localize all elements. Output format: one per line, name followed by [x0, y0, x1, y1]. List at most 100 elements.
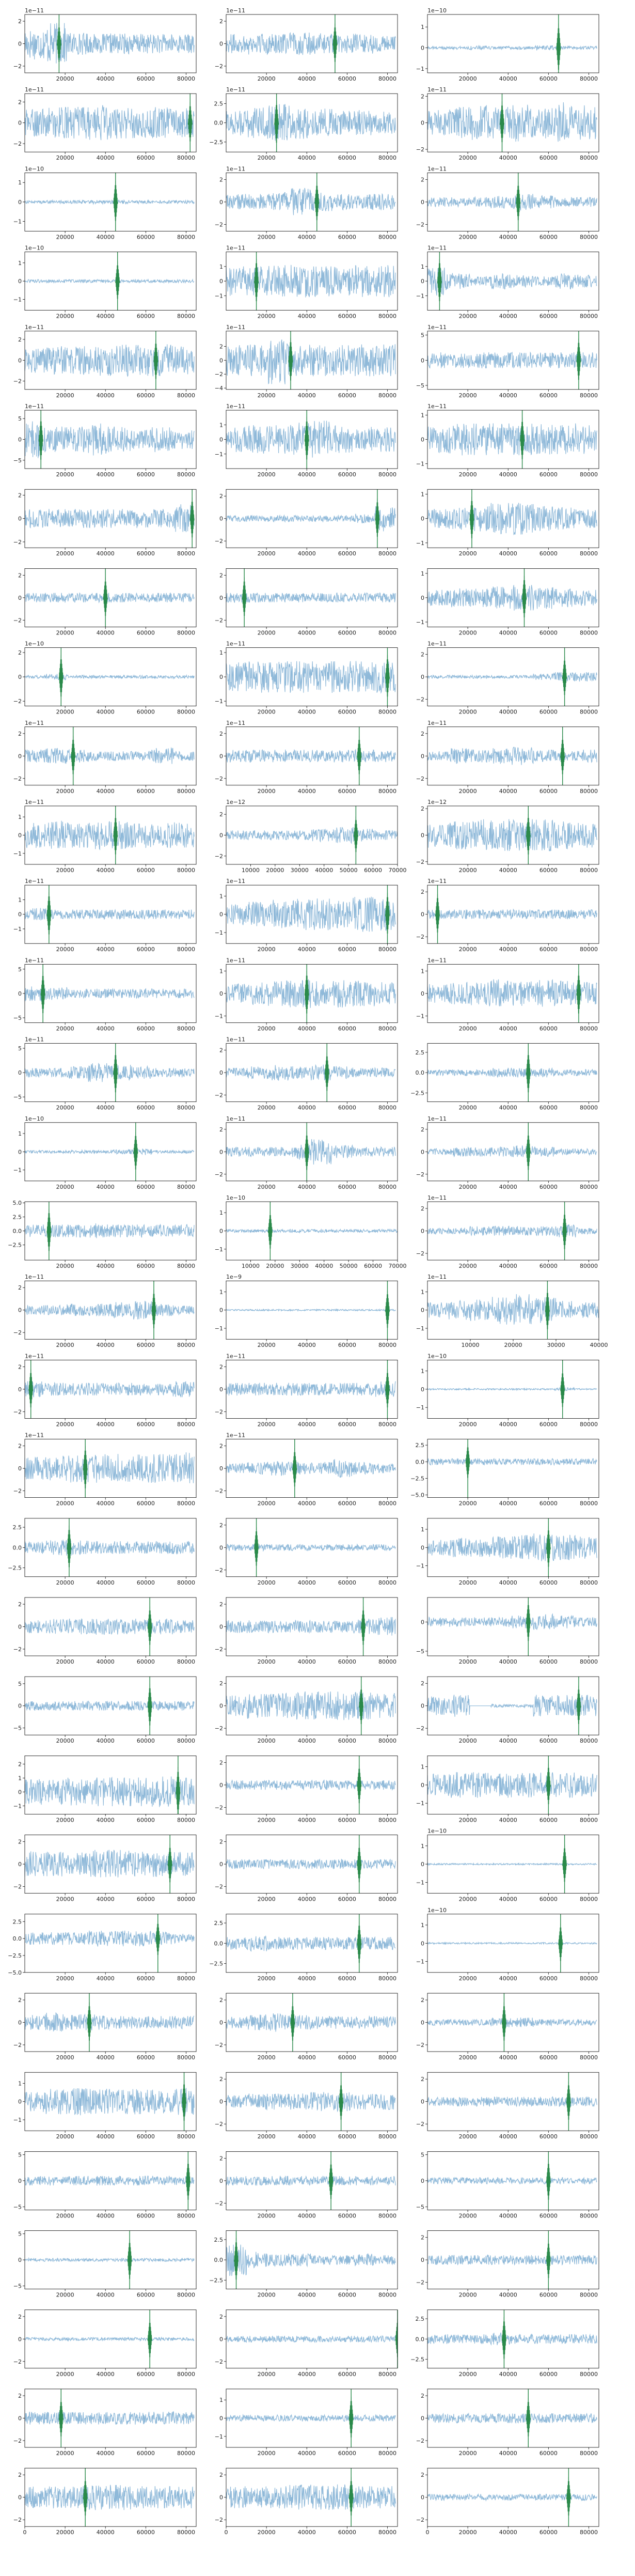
x-tick-label: 70000	[389, 1263, 407, 1269]
x-tick-label: 20000	[56, 1975, 74, 1982]
y-tick-label: 0	[219, 2336, 223, 2342]
x-tick-label: 20000	[459, 392, 477, 399]
y-tick-label: 2	[421, 1205, 424, 1212]
y-tick-label: 0	[18, 1386, 22, 1393]
waveform-series	[25, 908, 195, 921]
y-tick-label: 2	[421, 805, 424, 812]
x-tick-label: 20000	[459, 1896, 477, 1903]
y-tick-label: 1	[18, 1130, 22, 1137]
x-tick-label: 40000	[97, 867, 115, 874]
y-tick-label: 0	[219, 41, 223, 48]
waveform-series	[25, 1300, 195, 1320]
x-tick-label: 40000	[298, 2133, 316, 2140]
x-tick-label: 40000	[97, 2371, 115, 2378]
y-offset-exponent: 1e−11	[25, 878, 44, 884]
subplot-87: −2 0 2 20000 40000 60000 80000	[416, 2230, 599, 2299]
subplot-88: −2 0 2 20000 40000 60000 80000	[13, 2309, 197, 2378]
y-tick-label: 0	[219, 2020, 223, 2026]
waveform-series	[427, 2332, 597, 2346]
x-tick-label: 20000	[258, 1896, 276, 1903]
y-tick-label: −1	[215, 2433, 223, 2440]
y-tick-label: 2	[18, 2314, 22, 2320]
x-tick-label: 80000	[378, 2133, 396, 2140]
x-tick-label: 60000	[137, 709, 155, 716]
x-tick-label: 60000	[338, 154, 356, 161]
x-tick-label: 20000	[459, 1817, 477, 1823]
x-tick-label: 40000	[97, 1658, 115, 1665]
y-tick-label: 0	[421, 1703, 424, 1710]
subplot-24: −1 0 1 20000 40000 60000 80000	[416, 568, 599, 636]
y-offset-exponent: 1e−12	[226, 799, 245, 805]
x-tick-label: 40000	[499, 1896, 517, 1903]
x-tick-label: 40000	[499, 2450, 517, 2457]
x-tick-label: 40000	[97, 1817, 115, 1823]
x-tick-label: 20000	[258, 2450, 276, 2457]
y-tick-label: −2	[215, 1408, 223, 1415]
x-tick-label: 20000	[258, 2054, 276, 2061]
y-tick-label: 5	[18, 2231, 22, 2238]
x-tick-label: 60000	[338, 709, 356, 716]
x-tick-label: 80000	[177, 1579, 195, 1586]
x-tick-label: 80000	[177, 2371, 195, 2378]
y-tick-label: 0	[421, 357, 424, 364]
x-tick-label: 60000	[137, 471, 155, 478]
y-offset-exponent: 1e−11	[427, 1194, 447, 1201]
x-tick-label: 60000	[539, 1263, 558, 1269]
x-tick-label: 40000	[298, 2450, 316, 2457]
x-tick-label: 20000	[258, 75, 276, 82]
x-tick-label: 20000	[258, 1421, 276, 1427]
waveform-series	[226, 1064, 396, 1081]
subplot-65: −2 0 2 20000 40000 60000 80000	[215, 1676, 398, 1744]
waveform-series	[226, 2092, 396, 2113]
x-tick-label: 80000	[378, 2292, 396, 2299]
x-tick-label: 60000	[338, 2133, 356, 2140]
x-tick-label: 60000	[539, 946, 558, 953]
x-tick-label: 80000	[580, 1817, 598, 1823]
waveform-series	[25, 2411, 195, 2425]
x-tick-label: 40000	[499, 867, 517, 874]
x-tick-label: 60000	[364, 1263, 382, 1269]
x-tick-label: 60000	[137, 392, 155, 399]
y-tick-label: −2	[215, 221, 223, 228]
x-tick-label: 80000	[177, 709, 195, 716]
y-tick-label: 1	[421, 1526, 424, 1533]
y-tick-label: 0	[219, 1149, 223, 1155]
y-tick-label: 0	[219, 2415, 223, 2422]
y-tick-label: −2	[215, 1884, 223, 1890]
x-tick-label: 40000	[298, 313, 316, 320]
y-tick-label: −2	[416, 2438, 424, 2444]
y-tick-label: 0	[18, 1307, 22, 1314]
waveform-series	[427, 503, 597, 536]
y-offset-exponent: 1e−10	[427, 1353, 447, 1359]
x-tick-label: 20000	[258, 313, 276, 320]
x-tick-label: 20000	[56, 2371, 74, 2378]
x-tick-label: 70000	[389, 867, 407, 874]
x-tick-label: 80000	[580, 1658, 598, 1665]
waveform-series	[226, 1779, 396, 1791]
y-tick-label: 2	[421, 2472, 424, 2478]
x-tick-label: 20000	[56, 313, 74, 320]
y-tick-label: 0	[219, 278, 223, 285]
x-tick-label: 20000	[459, 709, 477, 716]
waveform-series	[427, 2493, 597, 2502]
y-tick-label: 0	[18, 674, 22, 680]
y-tick-label: 0	[421, 199, 424, 206]
waveform-series	[427, 44, 597, 51]
y-offset-exponent: 1e−11	[427, 641, 447, 647]
x-tick-label: 20000	[56, 2292, 74, 2299]
x-tick-label: 40000	[499, 313, 517, 320]
x-tick-label: 40000	[97, 234, 115, 240]
y-tick-label: −2.5	[209, 139, 223, 146]
x-tick-label: 20000	[56, 1184, 74, 1190]
subplot-59: −2 0 2 20000 40000 60000 80000	[215, 1518, 398, 1586]
y-tick-label: −2	[13, 2517, 22, 2523]
x-tick-label: 40000	[499, 709, 517, 716]
x-tick-label: 40000	[298, 1817, 316, 1823]
x-tick-label: 60000	[539, 75, 558, 82]
subplot-8: −2 0 2 20000 40000 60000 80000 1e−11	[215, 165, 398, 240]
y-offset-exponent: 1e−11	[25, 799, 44, 805]
y-tick-label: −1	[13, 1167, 22, 1174]
y-tick-label: −2	[215, 538, 223, 545]
y-tick-label: −5	[13, 1015, 22, 1021]
y-tick-label: 2	[219, 1363, 223, 1370]
